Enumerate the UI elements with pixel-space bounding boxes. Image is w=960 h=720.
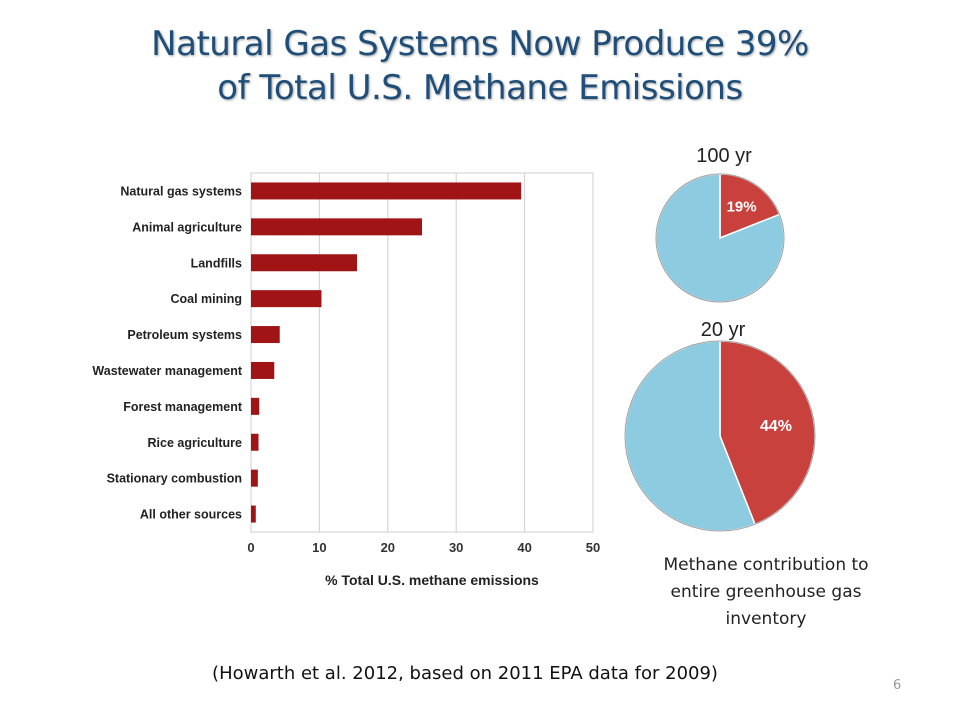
bar-5 <box>251 361 275 379</box>
bar-3 <box>251 290 322 308</box>
pie-caption-line-2: entire greenhouse gas <box>670 582 862 602</box>
x-tick-label-10: 10 <box>312 540 326 555</box>
pie-chart-100yr: 100 yr 19% <box>655 145 785 303</box>
category-label-6: Forest management <box>123 400 243 414</box>
bar-7 <box>251 433 259 451</box>
citation: (Howarth et al. 2012, based on 2011 EPA … <box>212 663 718 684</box>
x-tick-label-40: 40 <box>517 540 531 555</box>
methane-bar-chart: 0 10 20 30 40 50 Natural gas systems Animal agr… <box>92 172 600 588</box>
category-label-1: Animal agriculture <box>132 220 242 234</box>
page-number: 6 <box>893 678 902 693</box>
category-label-3: Coal mining <box>170 292 242 306</box>
pie-title: 100 yr <box>696 145 752 167</box>
title-line-1: Natural Gas Systems Now Produce 39% <box>151 24 809 64</box>
pie-slice-label-0: 44% <box>760 418 792 435</box>
x-tick-label-50: 50 <box>586 540 600 555</box>
slide-title: Natural Gas Systems Now Produce 39% of T… <box>60 22 900 110</box>
x-tick-label-30: 30 <box>449 540 463 555</box>
bar-4 <box>251 326 280 344</box>
pie-outline <box>655 173 785 303</box>
category-label-5: Wastewater management <box>92 364 242 378</box>
pie-slice-label-0: 19% <box>727 198 757 215</box>
category-label-4: Petroleum systems <box>127 328 242 342</box>
category-label-0: Natural gas systems <box>120 184 242 198</box>
bar-2 <box>251 254 358 272</box>
category-label-2: Landfills <box>191 256 242 270</box>
bar-1 <box>251 218 422 236</box>
pie-caption-line-3: inventory <box>725 609 807 629</box>
bar-6 <box>251 397 260 415</box>
x-axis-label: % Total U.S. methane emissions <box>325 572 539 588</box>
category-label-9: All other sources <box>140 508 242 522</box>
bar-0 <box>251 182 522 200</box>
bar-8 <box>251 469 258 487</box>
category-label-7: Rice agriculture <box>148 436 243 450</box>
pie-title: 20 yr <box>701 319 746 341</box>
pie-chart-20yr: 20 yr 44% <box>624 319 816 532</box>
category-label-8: Stationary combustion <box>107 472 242 486</box>
x-tick-label-20: 20 <box>381 540 395 555</box>
pie-caption-line-1: Methane contribution to <box>663 555 869 575</box>
pie-caption: Methane contribution to entire greenhous… <box>630 552 902 633</box>
title-line-2: of Total U.S. Methane Emissions <box>217 68 743 108</box>
x-tick-label-0: 0 <box>247 540 254 555</box>
plot-frame <box>250 172 594 533</box>
bar-9 <box>251 505 256 523</box>
pie-outline <box>624 340 816 532</box>
